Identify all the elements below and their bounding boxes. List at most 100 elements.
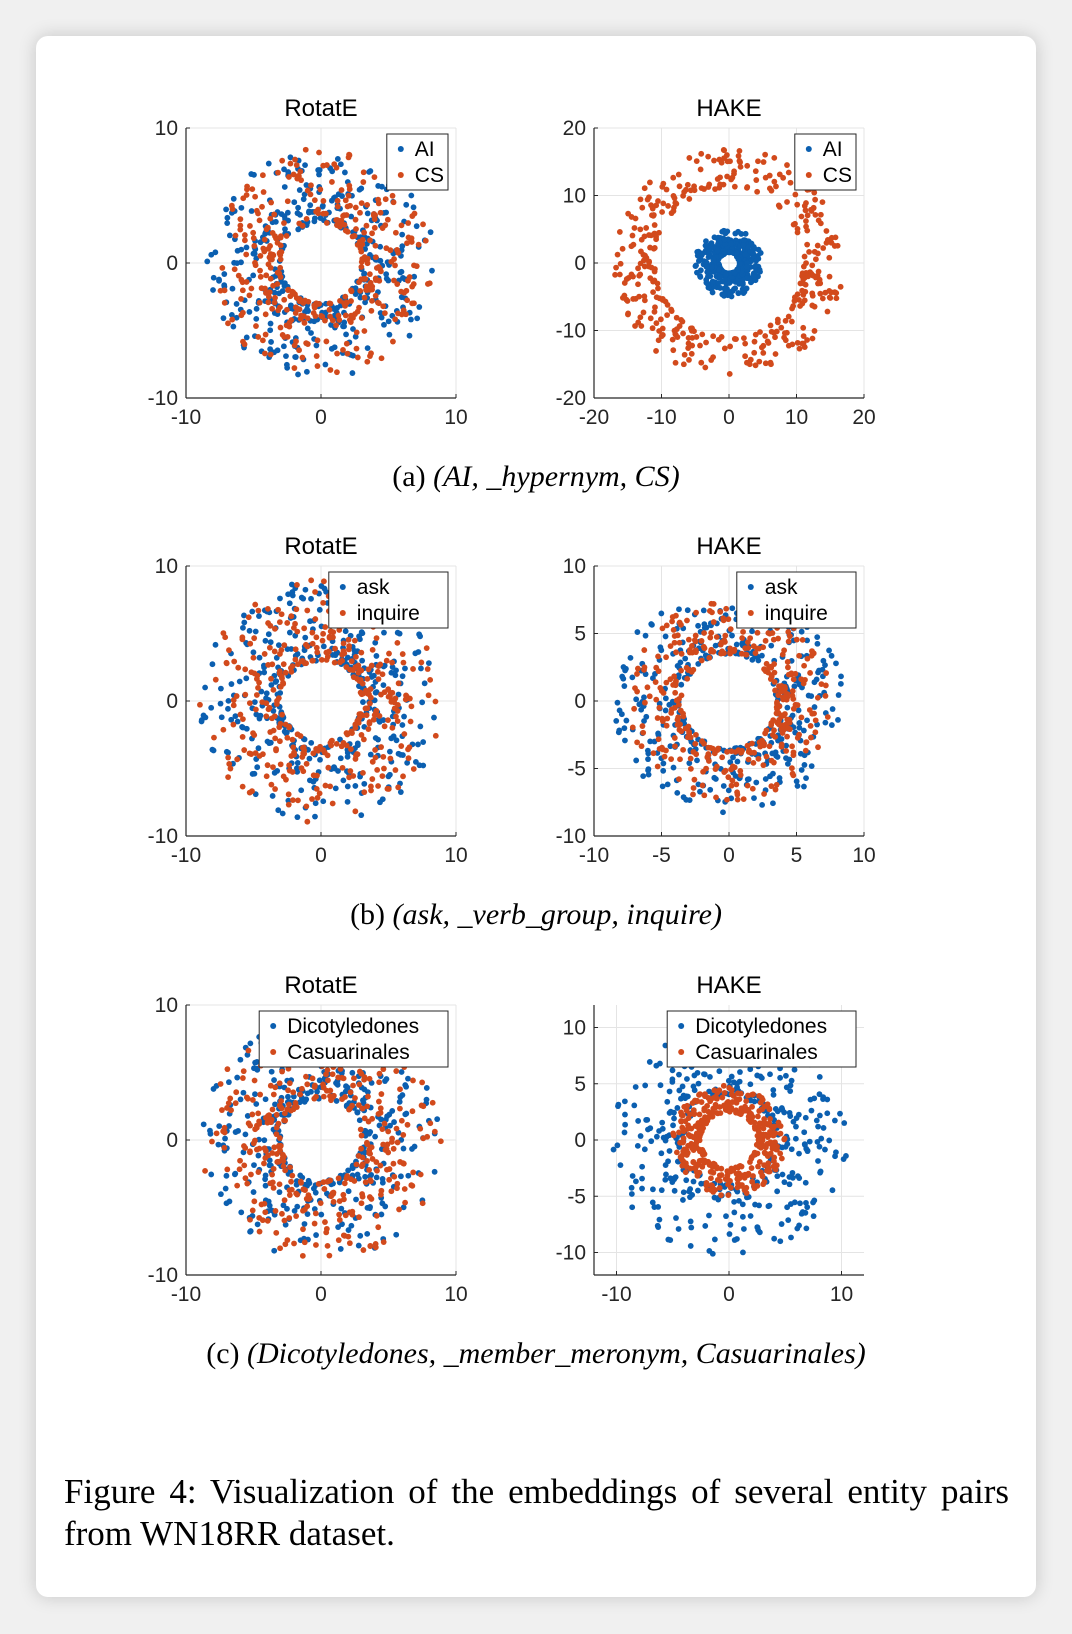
- data-point: [760, 350, 767, 356]
- data-point: [804, 337, 810, 343]
- data-point: [370, 211, 377, 217]
- data-point: [253, 323, 259, 329]
- data-point: [401, 731, 408, 737]
- data-point: [787, 179, 794, 186]
- data-point: [670, 626, 677, 633]
- data-point: [327, 1093, 333, 1099]
- data-point: [823, 670, 830, 676]
- data-point: [405, 220, 412, 226]
- data-point: [669, 1067, 676, 1074]
- data-point: [676, 1087, 683, 1094]
- data-point: [376, 1070, 383, 1077]
- data-point: [653, 696, 660, 703]
- data-point: [209, 1138, 215, 1145]
- data-point: [212, 676, 219, 683]
- data-point: [701, 792, 708, 799]
- data-point: [217, 700, 224, 707]
- data-point: [729, 632, 735, 639]
- data-point: [698, 1099, 705, 1105]
- data-point: [703, 263, 710, 270]
- data-point: [656, 229, 662, 236]
- data-point: [673, 1215, 679, 1221]
- data-point: [751, 1182, 757, 1189]
- data-point: [346, 316, 353, 323]
- data-point: [698, 638, 705, 644]
- data-point: [333, 322, 340, 329]
- data-point: [736, 147, 743, 154]
- data-point: [634, 1142, 641, 1149]
- data-point: [379, 671, 386, 678]
- data-point: [303, 215, 310, 222]
- data-point: [400, 773, 406, 780]
- data-point: [336, 627, 343, 633]
- data-point: [670, 208, 677, 214]
- data-point: [731, 269, 738, 276]
- data-point: [270, 708, 277, 714]
- data-point: [327, 783, 334, 790]
- data-point: [772, 687, 778, 694]
- data-point: [678, 1118, 684, 1124]
- data-point: [249, 788, 255, 795]
- data-point: [719, 648, 726, 655]
- data-point: [353, 1161, 360, 1168]
- data-point: [684, 181, 691, 188]
- data-point: [329, 800, 336, 807]
- x-tick-label: -10: [646, 406, 676, 429]
- data-point: [274, 1158, 281, 1165]
- data-point: [776, 204, 783, 210]
- data-point: [286, 1101, 292, 1108]
- data-point: [308, 739, 315, 746]
- data-point: [240, 309, 246, 316]
- data-point: [766, 1120, 773, 1127]
- data-point: [272, 1208, 279, 1214]
- data-point: [814, 634, 821, 641]
- data-point: [262, 311, 269, 318]
- data-point: [321, 1186, 328, 1192]
- data-point: [284, 198, 291, 205]
- data-point: [222, 1135, 228, 1142]
- data-point: [292, 156, 298, 163]
- data-point: [281, 1153, 287, 1160]
- data-point: [409, 1182, 416, 1189]
- data-point: [791, 1199, 798, 1206]
- data-point: [394, 718, 401, 725]
- data-point: [739, 747, 745, 754]
- data-point: [731, 1198, 738, 1205]
- data-point: [369, 776, 376, 782]
- data-point: [737, 772, 744, 778]
- data-point: [264, 762, 271, 769]
- data-point: [639, 723, 646, 729]
- data-point: [341, 1232, 348, 1239]
- data-point: [381, 310, 388, 317]
- data-point: [790, 772, 797, 779]
- data-point: [689, 1145, 695, 1151]
- data-point: [697, 1157, 704, 1164]
- data-point: [376, 713, 383, 719]
- data-point: [251, 171, 257, 178]
- data-point: [381, 723, 388, 730]
- data-point: [752, 650, 759, 656]
- data-point: [635, 265, 641, 272]
- data-point: [284, 620, 291, 626]
- data-point: [357, 294, 364, 301]
- data-point: [739, 635, 746, 641]
- data-point: [742, 340, 749, 347]
- data-point: [770, 1091, 777, 1098]
- data-point: [323, 1071, 329, 1078]
- data-point: [284, 646, 291, 653]
- data-point: [293, 606, 300, 613]
- data-point: [697, 788, 703, 795]
- data-point: [744, 359, 750, 366]
- data-point: [794, 339, 801, 346]
- figure-card: -10 0 10 -10 0 10 RotatE AI CS -20 -10 0 10 20 -20 -10 0…: [36, 36, 1036, 1597]
- series-Casuarinales: [670, 1082, 788, 1199]
- data-point: [269, 305, 276, 312]
- data-point: [650, 289, 656, 296]
- data-point: [397, 789, 404, 795]
- data-point: [320, 1084, 327, 1091]
- data-point: [831, 1117, 838, 1124]
- data-point: [709, 1109, 716, 1116]
- data-point: [328, 197, 335, 204]
- data-point: [656, 1128, 662, 1134]
